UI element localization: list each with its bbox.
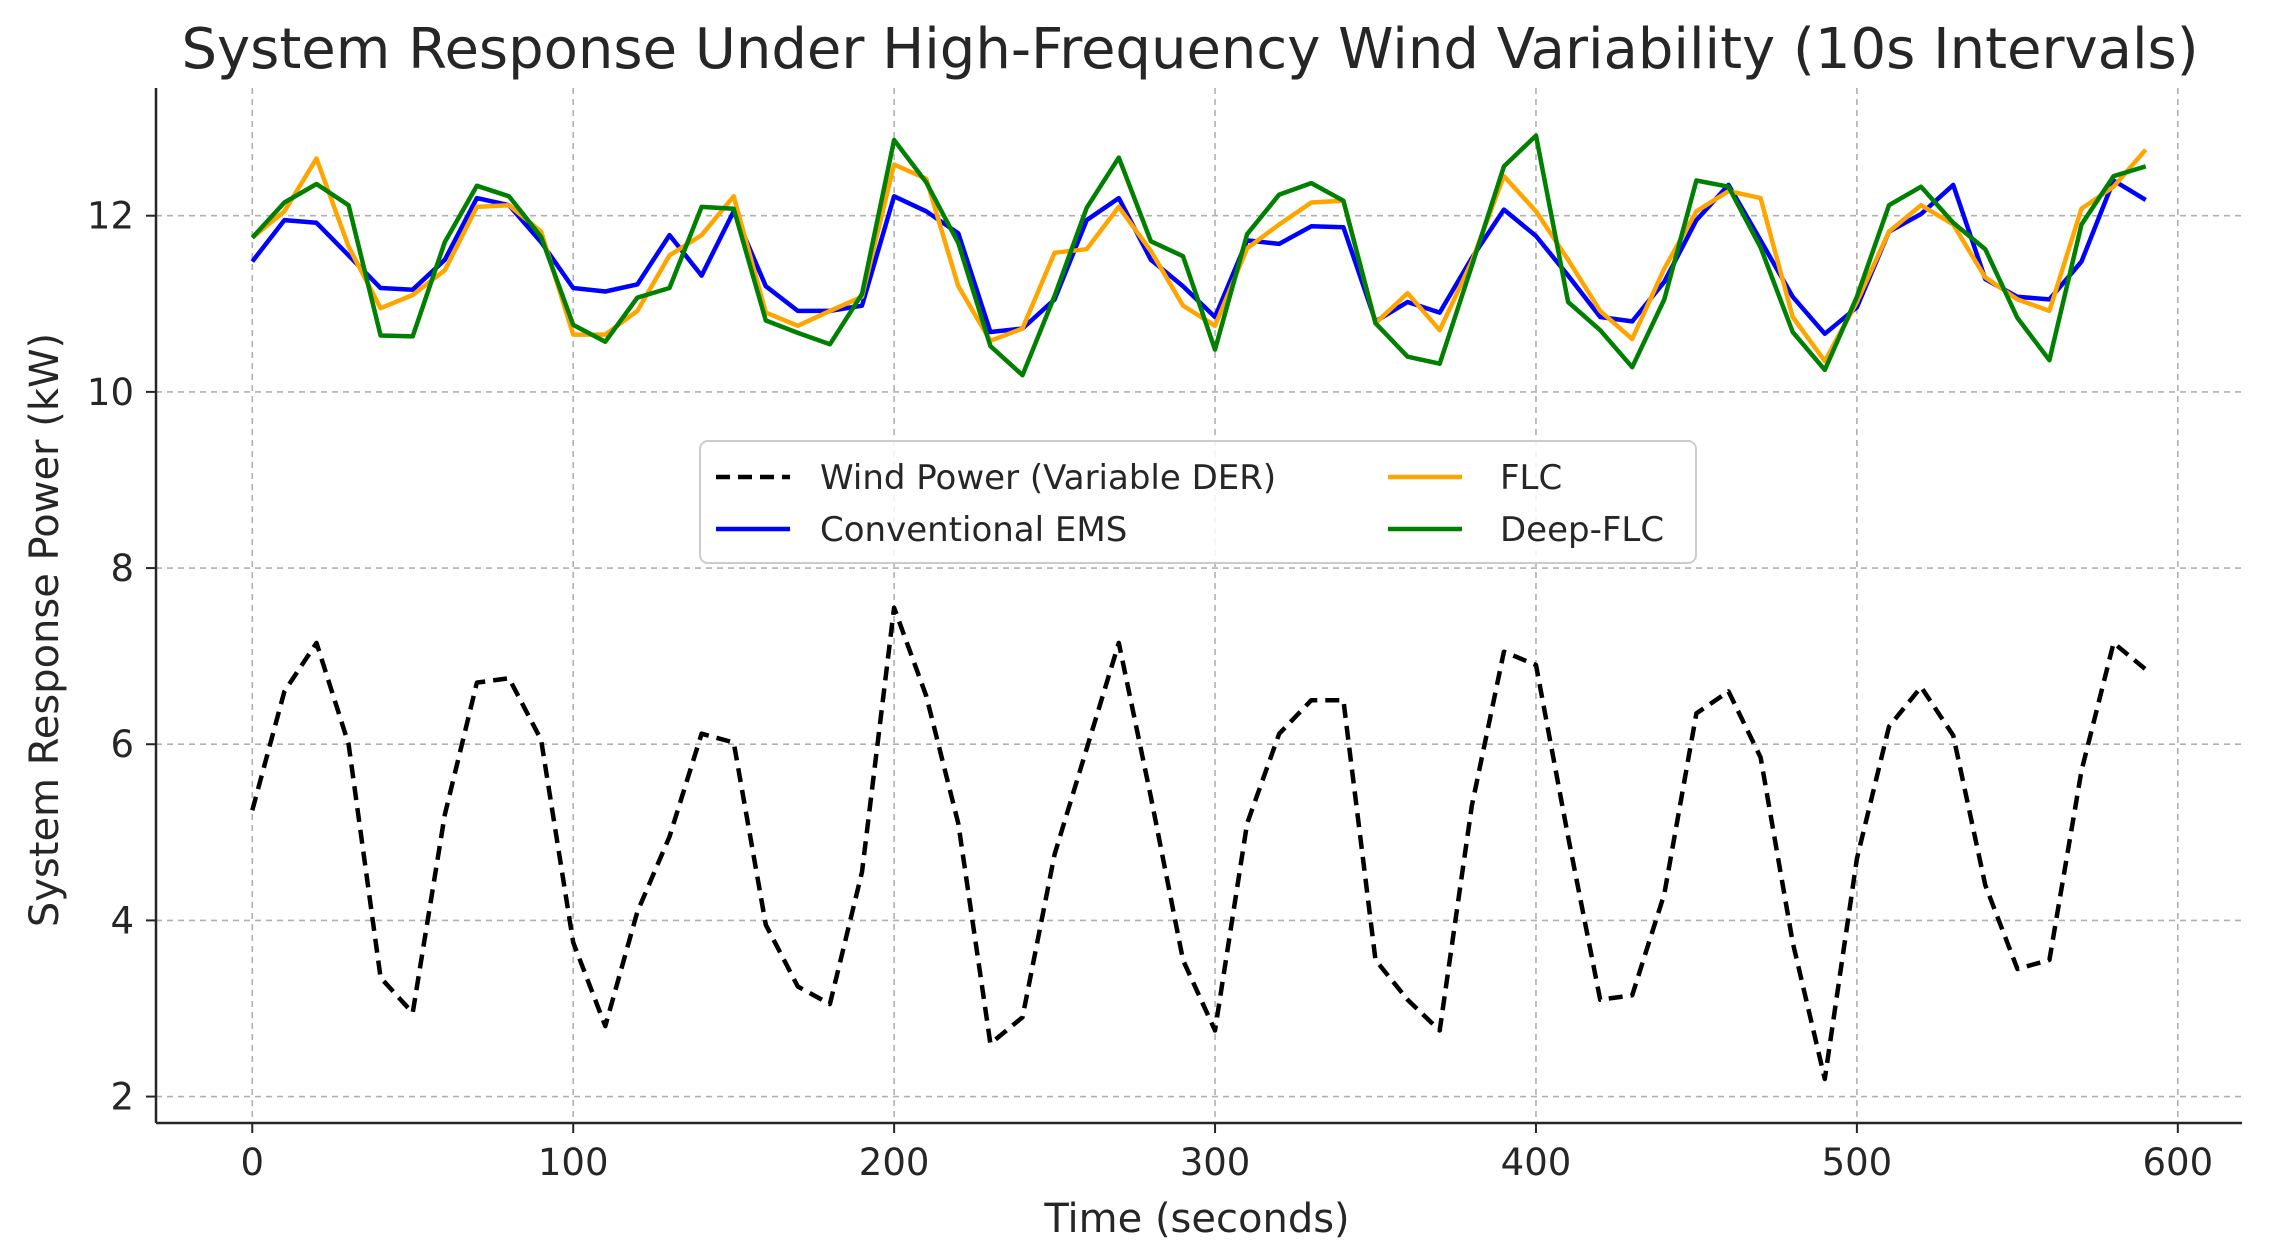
legend-box (699, 440, 1697, 564)
x-tick-label-500: 500 (1822, 1141, 1893, 1184)
x-tick-label-300: 300 (1180, 1141, 1251, 1184)
legend-label-conventional-ems: Conventional EMS (820, 510, 1127, 550)
y-tick-label-12: 12 (87, 195, 134, 238)
legend-label-wind-power: Wind Power (Variable DER) (820, 458, 1276, 498)
y-tick-label-10: 10 (87, 371, 134, 414)
y-tick-label-4: 4 (110, 899, 134, 942)
series-line-deep-flc (250, 133, 2147, 378)
x-tick-label-400: 400 (1501, 1141, 1572, 1184)
x-tick-label-200: 200 (859, 1141, 930, 1184)
x-tick-label-600: 600 (2143, 1141, 2214, 1184)
y-tick-label-8: 8 (110, 547, 134, 590)
x-tick-label-100: 100 (538, 1141, 609, 1184)
x-axis-label: Time (seconds) (1043, 1196, 1349, 1242)
series-line-flc (250, 148, 2148, 364)
legend: Wind Power (Variable DER) Conventional E… (699, 440, 1697, 564)
legend-label-deep-flc: Deep-FLC (1500, 510, 1664, 550)
series-group (250, 133, 2148, 1082)
legend-label-flc: FLC (1500, 458, 1562, 498)
y-tick-label-6: 6 (110, 723, 134, 766)
y-tick-label-2: 2 (110, 1076, 134, 1119)
ticks: 0 100 200 300 400 500 600 2 4 6 8 10 12 (87, 195, 2213, 1184)
x-tick-label-0: 0 (241, 1141, 265, 1184)
chart-title: System Response Under High-Frequency Win… (181, 17, 2198, 82)
axes (154, 88, 2242, 1125)
y-axis-label: System Response Power (kW) (22, 333, 68, 927)
